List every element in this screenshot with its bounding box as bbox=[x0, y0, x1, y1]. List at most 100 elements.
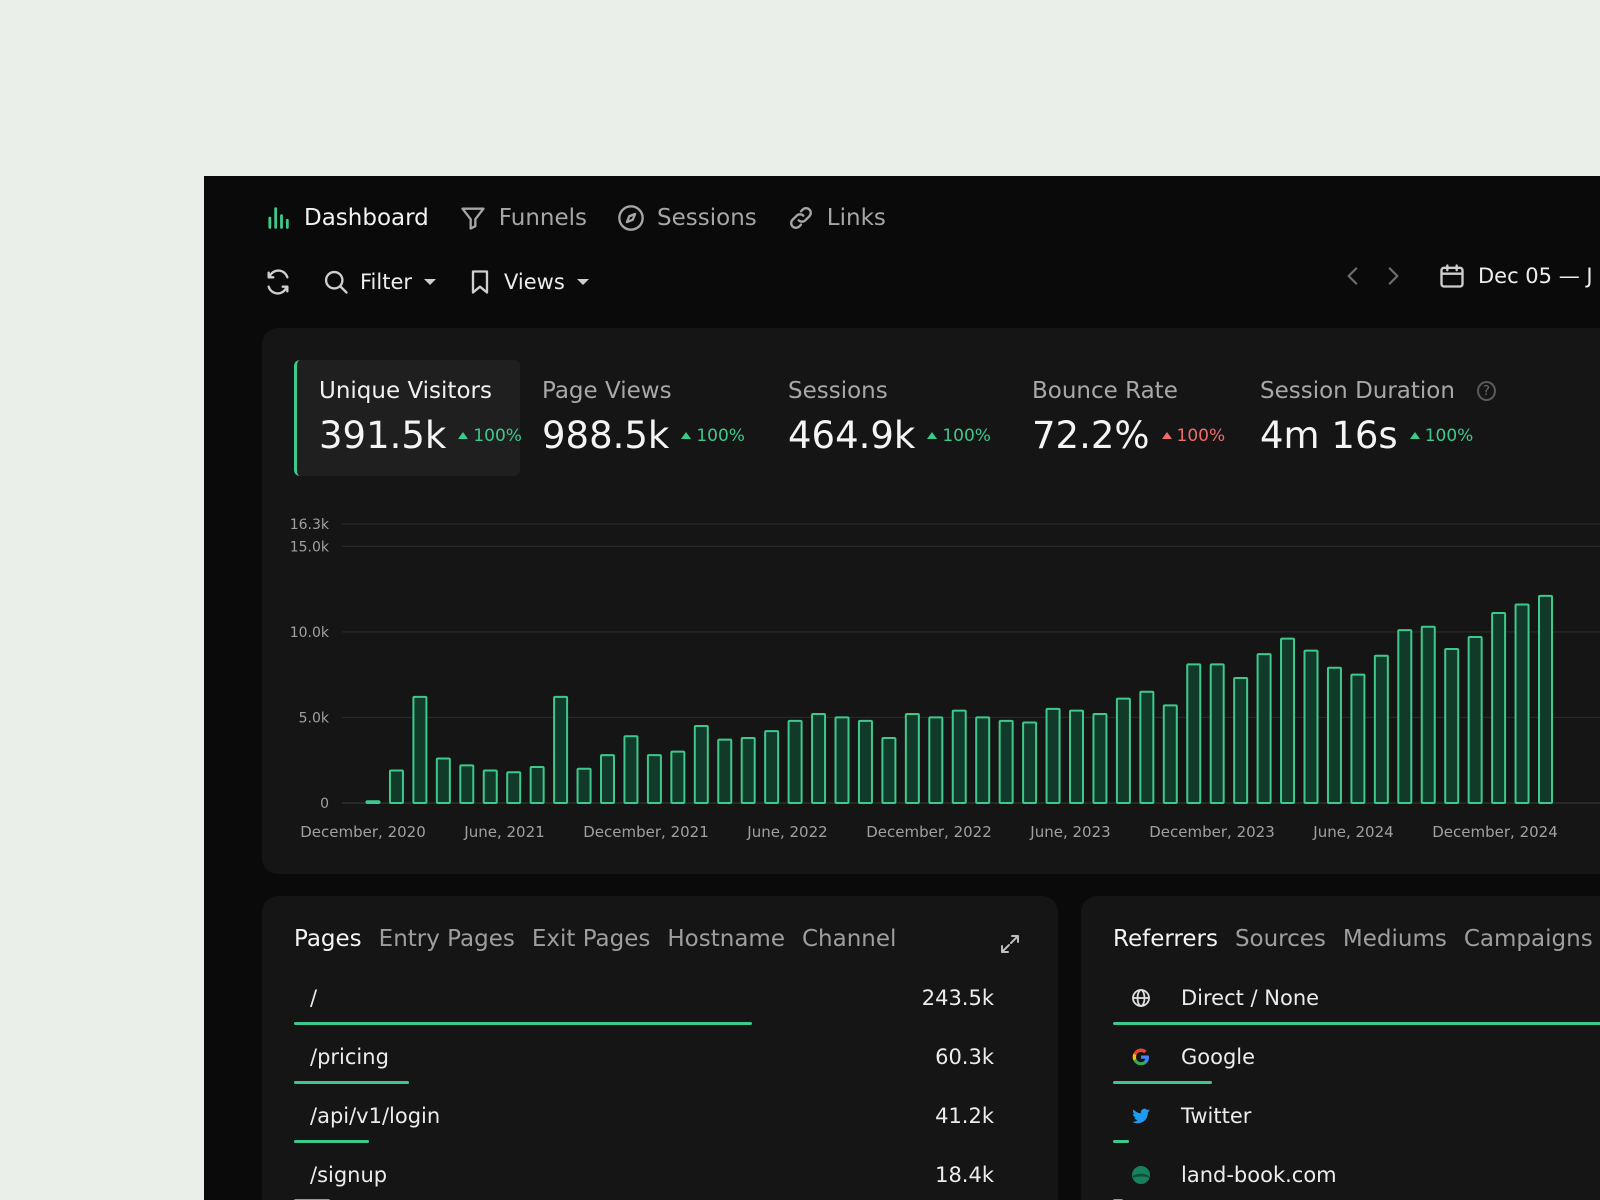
tab-mediums[interactable]: Mediums bbox=[1342, 926, 1447, 952]
trend-up-icon bbox=[1409, 432, 1420, 439]
metric-page-views[interactable]: Page Views 988.5k 100% bbox=[520, 360, 766, 476]
chart-bar bbox=[553, 695, 569, 804]
x-tick-label: December, 2022 bbox=[866, 823, 992, 841]
table-row[interactable]: /pricing 60.3k bbox=[294, 1039, 1010, 1098]
table-row[interactable]: /signup 18.4k bbox=[294, 1157, 1010, 1200]
trend-up-icon bbox=[681, 432, 692, 439]
list-item[interactable]: Twitter bbox=[1113, 1098, 1600, 1157]
tab-referrers[interactable]: Referrers bbox=[1113, 926, 1218, 952]
chevron-right-icon[interactable] bbox=[1380, 263, 1406, 289]
row-share-bar bbox=[1113, 1022, 1600, 1025]
list-item[interactable]: land-book.com bbox=[1113, 1157, 1600, 1200]
row-share-bar bbox=[1113, 1140, 1129, 1143]
pages-panel: Pages Entry Pages Exit Pages Hostname Ch… bbox=[262, 896, 1058, 1200]
search-icon bbox=[324, 270, 348, 294]
x-tick-label: December, 2024 bbox=[1432, 823, 1558, 841]
tab-entry-pages[interactable]: Entry Pages bbox=[378, 926, 515, 952]
x-tick-label: June, 2022 bbox=[746, 823, 827, 841]
list-item[interactable]: Google bbox=[1113, 1039, 1600, 1098]
chart-bar bbox=[740, 736, 756, 805]
chart-bar bbox=[951, 709, 967, 805]
metric-change-value: 100% bbox=[696, 425, 745, 446]
refresh-button[interactable] bbox=[264, 268, 292, 296]
metric-label: Page Views bbox=[542, 378, 672, 404]
help-icon[interactable]: ? bbox=[1476, 381, 1496, 401]
row-share-bar bbox=[1113, 1081, 1212, 1084]
metric-bounce-rate[interactable]: Bounce Rate 72.2% 100% bbox=[1010, 360, 1238, 476]
nav-item-label: Sessions bbox=[657, 205, 757, 231]
nav-item-label: Funnels bbox=[498, 205, 588, 231]
table-row[interactable]: /api/v1/login 41.2k bbox=[294, 1098, 1010, 1157]
bar-chart-icon bbox=[268, 207, 289, 229]
visitors-chart: 0 5.0k 10.0k 15.0k 16.3k December, 2020 June, … bbox=[290, 517, 1600, 841]
chart-bar bbox=[1280, 637, 1296, 804]
nav-item-dashboard[interactable]: Dashboard bbox=[264, 204, 429, 232]
chart-bar bbox=[834, 716, 850, 804]
referrer-name: Twitter bbox=[1181, 1104, 1252, 1128]
metric-value: 464.9k bbox=[788, 414, 916, 457]
y-tick-label: 16.3k bbox=[290, 517, 330, 533]
chart-bar bbox=[1326, 666, 1342, 804]
chart-bar bbox=[646, 754, 662, 804]
nav-item-funnels[interactable]: Funnels bbox=[459, 204, 587, 232]
metric-change: 100% bbox=[681, 426, 745, 446]
chart-bar bbox=[576, 767, 592, 805]
list-item[interactable]: Direct / None bbox=[1113, 980, 1600, 1039]
metric-change: 100% bbox=[458, 426, 522, 446]
metric-unique-visitors[interactable]: Unique Visitors 391.5k 100% bbox=[294, 360, 522, 476]
x-tick-label: June, 2021 bbox=[463, 823, 544, 841]
filter-button[interactable]: Filter bbox=[322, 268, 437, 296]
chart-bar bbox=[1420, 625, 1436, 804]
chart-bar bbox=[857, 719, 873, 804]
metric-change: 100% bbox=[1161, 426, 1225, 446]
refresh-icon bbox=[267, 269, 289, 295]
tab-exit-pages[interactable]: Exit Pages bbox=[531, 926, 651, 952]
chart-bar bbox=[1233, 677, 1249, 804]
chart-bar bbox=[670, 750, 686, 804]
chart-bar bbox=[1538, 594, 1553, 804]
tab-sources[interactable]: Sources bbox=[1234, 926, 1326, 952]
nav-item-sessions[interactable]: Sessions bbox=[617, 204, 757, 232]
y-tick-label: 0 bbox=[320, 796, 329, 812]
toolbar: Filter Views Dec 05 — J bbox=[264, 262, 1600, 302]
metric-change-value: 100% bbox=[1424, 425, 1474, 446]
pages-list: / 243.5k /pricing 60.3k /api/v1/login 41… bbox=[294, 980, 1010, 1200]
tab-channel[interactable]: Channel bbox=[801, 926, 897, 952]
expand-icon[interactable] bbox=[998, 932, 1022, 956]
nav-item-links[interactable]: Links bbox=[787, 204, 886, 232]
metric-label: Sessions bbox=[788, 378, 888, 404]
chart-bar bbox=[365, 800, 381, 804]
chart-bar bbox=[1186, 663, 1202, 804]
trend-up-icon bbox=[927, 432, 938, 439]
chevron-left-icon[interactable] bbox=[1340, 263, 1366, 289]
page-path: /api/v1/login bbox=[310, 1104, 441, 1128]
date-range-label: Dec 05 — J bbox=[1478, 264, 1593, 288]
metric-value: 72.2% bbox=[1032, 414, 1150, 457]
calendar-icon bbox=[1440, 264, 1464, 288]
metric-session-duration[interactable]: Session Duration? 4m 16s 100% bbox=[1238, 360, 1518, 476]
nav-item-label: Dashboard bbox=[304, 205, 429, 231]
bookmark-icon bbox=[471, 270, 489, 294]
x-tick-label: June, 2024 bbox=[1312, 823, 1393, 841]
page-path: / bbox=[310, 986, 318, 1010]
chevron-down-icon bbox=[576, 279, 589, 285]
views-button[interactable]: Views bbox=[466, 268, 589, 296]
chart-bar bbox=[388, 769, 404, 804]
chart-bar bbox=[412, 695, 428, 804]
chart-bar bbox=[1350, 673, 1366, 804]
chevron-down-icon bbox=[424, 279, 437, 285]
date-range-picker[interactable]: Dec 05 — J bbox=[1438, 262, 1593, 290]
page-count: 18.4k bbox=[935, 1163, 994, 1187]
chart-bar bbox=[482, 769, 498, 804]
tab-pages[interactable]: Pages bbox=[294, 926, 362, 952]
tab-campaigns[interactable]: Campaigns bbox=[1463, 926, 1593, 952]
chart-bar bbox=[1303, 649, 1319, 804]
chart-bar bbox=[928, 716, 944, 804]
metric-sessions[interactable]: Sessions 464.9k 100% bbox=[766, 360, 1010, 476]
views-label: Views bbox=[504, 270, 565, 294]
table-row[interactable]: / 243.5k bbox=[294, 980, 1010, 1039]
tab-hostname[interactable]: Hostname bbox=[667, 926, 785, 952]
chart-bar bbox=[998, 719, 1014, 804]
y-tick-label: 5.0k bbox=[299, 710, 330, 726]
chart-bar bbox=[764, 730, 780, 805]
